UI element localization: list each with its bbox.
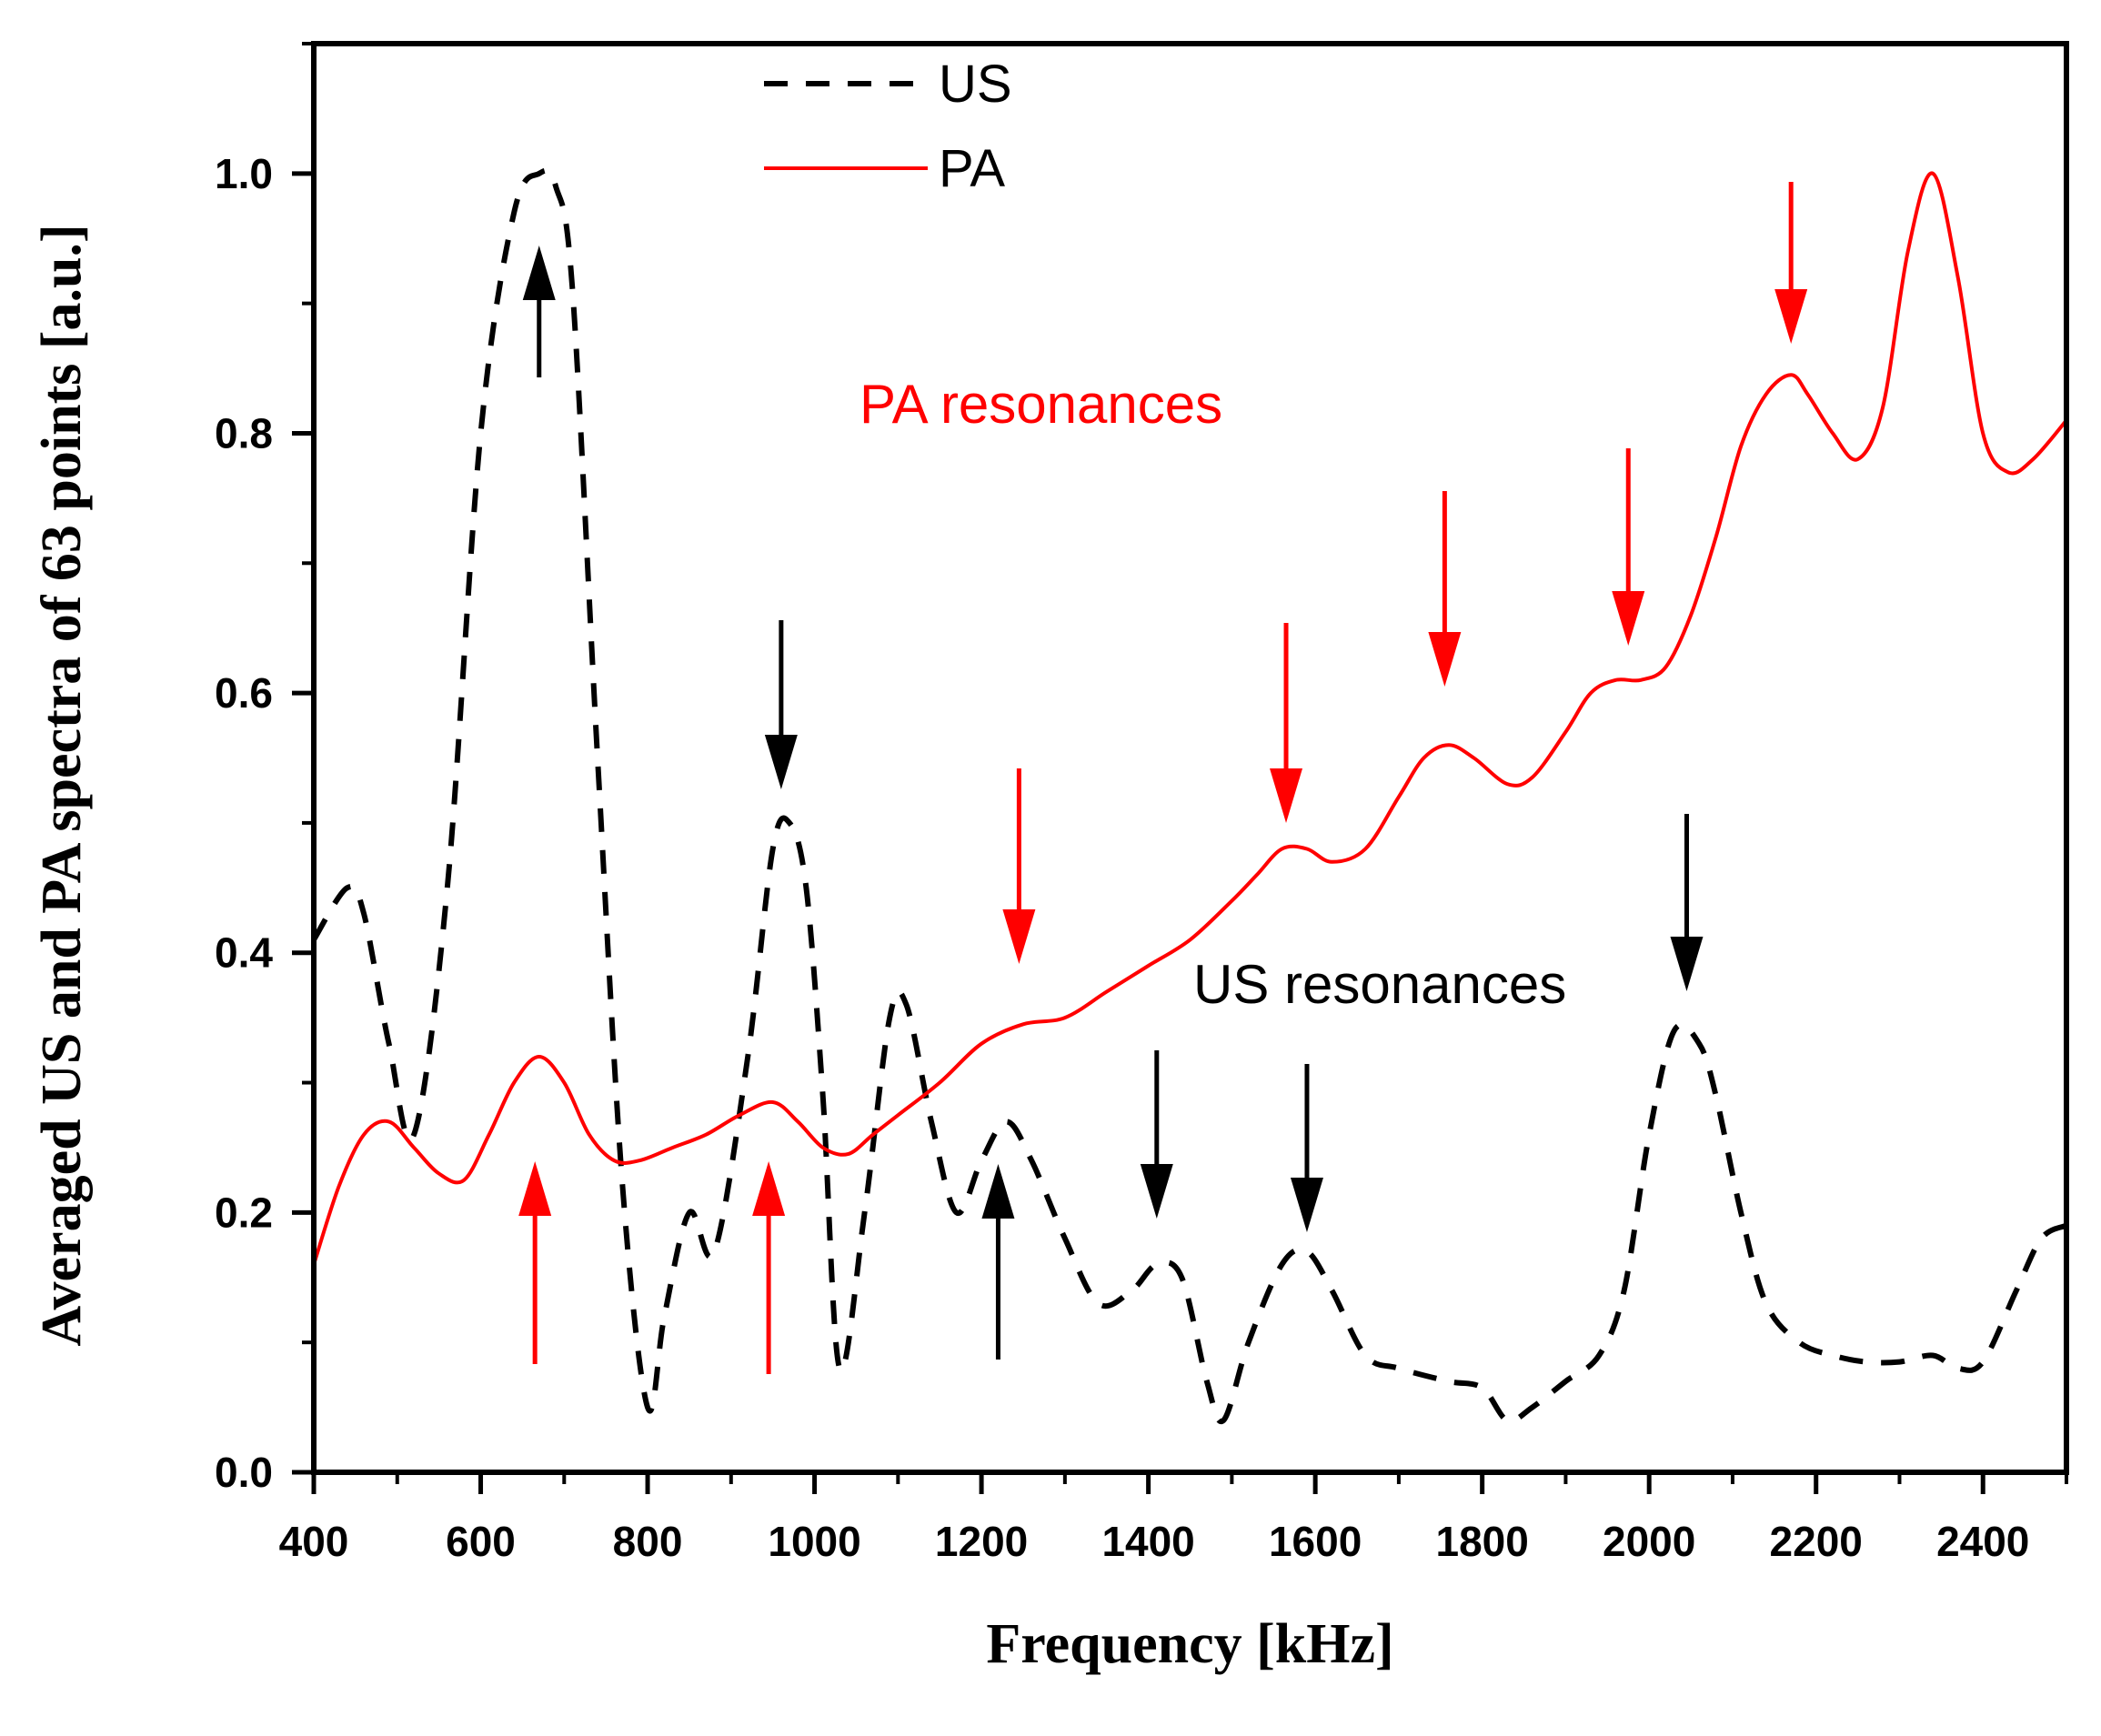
x-tick-label: 2200 [1770,1518,1863,1565]
pa-resonances-label: PA resonances [860,374,1222,435]
resonance-arrows [518,182,1808,1374]
us-resonance-arrow [1670,814,1704,991]
pa-resonance-arrow [752,1161,786,1374]
y-axis-title: Averaged US and PA spectra of 63 points … [31,224,93,1346]
x-tick-label: 1800 [1435,1518,1528,1565]
legend-us-label: US [939,55,1012,114]
y-tick-label: 0.2 [215,1189,273,1236]
x-tick-label: 2400 [1936,1518,2029,1565]
y-tick-label: 0.4 [215,929,273,977]
series-lines [311,167,2068,1425]
series-us-line [311,167,2068,1425]
x-axis-title: Frequency [kHz] [986,1613,1393,1675]
y-tick-label: 0.6 [215,669,273,717]
y-tick-label: 1.0 [215,150,273,197]
y-tick-label: 0.0 [215,1449,273,1496]
us-resonances-label: US resonances [1193,954,1566,1015]
pa-resonance-arrow [1774,182,1808,344]
pa-resonance-arrow [1612,448,1645,646]
us-resonance-arrow [522,246,556,377]
x-tick-label: 400 [279,1518,349,1565]
x-tick-label: 600 [446,1518,516,1565]
us-resonance-arrow [1140,1050,1173,1219]
pa-resonance-arrow [518,1161,552,1364]
us-resonance-arrow [981,1164,1015,1360]
legend-pa-label: PA [939,139,1005,198]
series-pa-line [312,171,2068,1266]
tick-labels: 400 600 800 1000 1200 1400 1600 1800 2000 2200 240… [215,150,2029,1565]
x-tick-label: 1000 [768,1518,860,1565]
x-tick-label: 2000 [1603,1518,1695,1565]
x-tick-label: 800 [613,1518,683,1565]
y-tick-label: 0.8 [215,409,273,457]
pa-resonance-arrow [1428,491,1462,687]
pa-resonance-arrow [1270,623,1303,823]
legend: US PA [764,55,1012,198]
us-resonance-arrow [1290,1064,1323,1232]
x-tick-label: 1200 [935,1518,1028,1565]
pa-resonance-arrow [1002,768,1036,964]
us-resonance-arrow [764,620,798,789]
x-tick-label: 1600 [1269,1518,1362,1565]
x-tick-label: 1400 [1101,1518,1194,1565]
plot-frame [311,41,2069,1475]
